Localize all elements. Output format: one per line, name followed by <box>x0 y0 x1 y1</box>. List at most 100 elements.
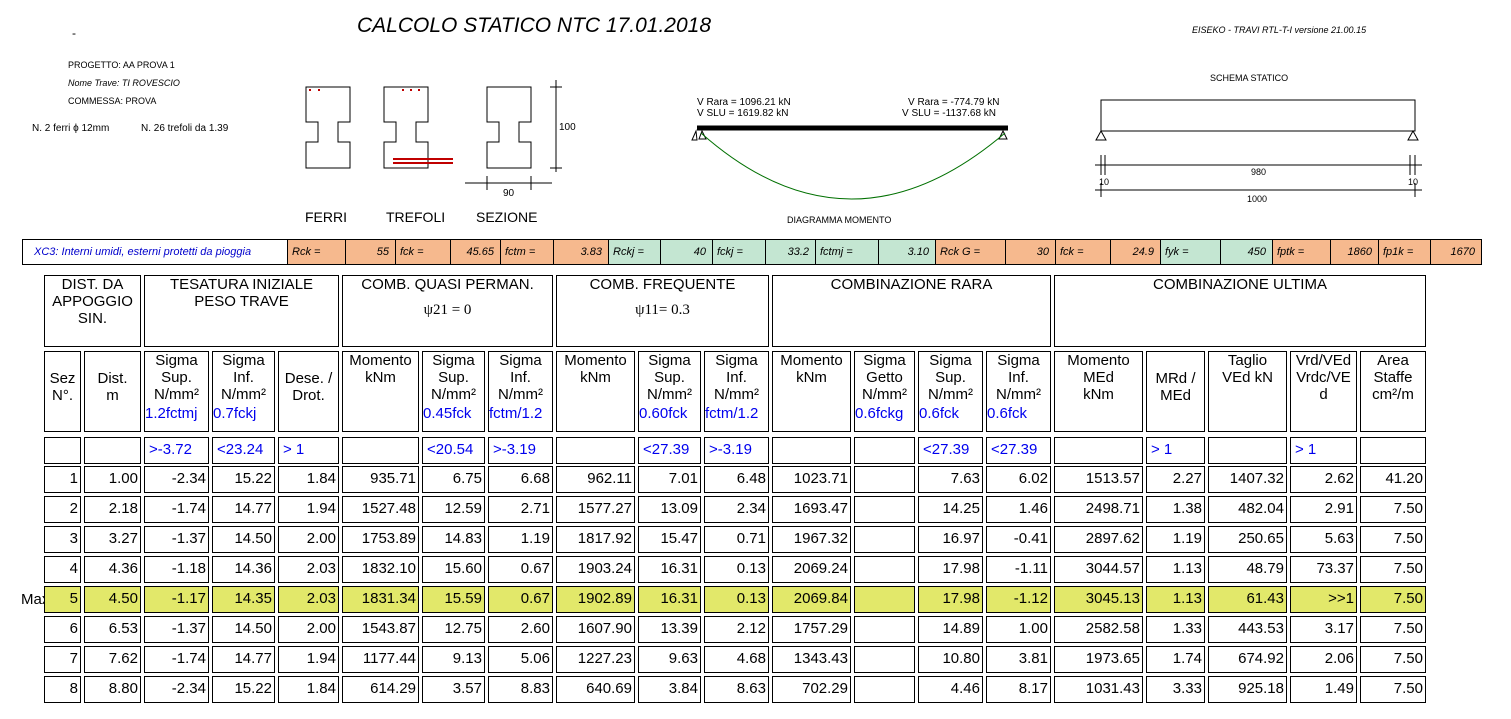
data-cell <box>854 496 915 523</box>
data-cell <box>854 466 915 493</box>
cell-value: 17.98 <box>942 590 980 607</box>
param-cell <box>1110 239 1161 265</box>
cell-value: 5.63 <box>1324 530 1354 547</box>
param-cell <box>815 239 879 265</box>
cell-value: 7.63 <box>950 470 980 487</box>
group-title: COMBINAZIONE RARA <box>830 276 993 293</box>
cell-value: 1817.92 <box>577 530 632 547</box>
data-cell <box>854 646 915 673</box>
cell-value: 7.50 <box>1393 560 1423 577</box>
cell-value: 4.46 <box>950 680 980 697</box>
data-cell <box>1360 466 1426 493</box>
cell-value: 1693.47 <box>793 500 848 517</box>
param-label: fckj = <box>717 246 743 258</box>
schema-title: SCHEMA STATICO <box>1210 73 1289 83</box>
cell-value: 6.68 <box>520 470 550 487</box>
data-cell <box>144 676 209 703</box>
cell-value: 3.27 <box>108 530 138 547</box>
data-cell <box>772 526 851 553</box>
column-header-cell <box>278 351 339 432</box>
cell-value: -1.11 <box>1014 560 1048 577</box>
group-title: COMBINAZIONE ULTIMA <box>1153 276 1327 293</box>
cell-value: -2.34 <box>171 680 206 697</box>
column-header-cell <box>84 351 141 432</box>
cell-value: 13.09 <box>660 500 698 517</box>
cell-value: 6.75 <box>452 470 482 487</box>
cell-value: 1.38 <box>1172 500 1202 517</box>
param-cell <box>1055 239 1111 265</box>
data-cell <box>342 586 419 613</box>
param-cell <box>1005 239 1056 265</box>
cell-value: 1.00 <box>1018 620 1048 637</box>
data-cell <box>342 496 419 523</box>
data-cell <box>1146 466 1205 493</box>
cell-value: -1.74 <box>171 500 206 517</box>
cell-value: 2.71 <box>520 500 550 517</box>
cell-value: 1757.29 <box>793 620 848 637</box>
data-cell <box>488 526 553 553</box>
v-label: V SLU = -1137.68 kN <box>902 108 997 119</box>
column-header-cell <box>1208 351 1287 432</box>
column-header: Sigma Sup. N/mm² <box>928 352 973 403</box>
limit-cell <box>422 437 485 464</box>
data-cell <box>638 526 701 553</box>
cell-value: 2069.24 <box>793 560 848 577</box>
data-cell <box>144 496 209 523</box>
data-cell <box>704 526 769 553</box>
data-cell <box>84 526 141 553</box>
column-header: Momento kNm <box>349 352 412 386</box>
group-title: TESATURA INIZIALE PESO TRAVE <box>169 276 314 310</box>
data-cell <box>278 616 339 643</box>
group-title: DIST. DA APPOGGIO SIN. <box>52 276 133 327</box>
limit-cell <box>144 437 209 464</box>
header-mark: - <box>72 26 76 40</box>
cell-value: 3.84 <box>668 680 698 697</box>
cell-value: 1343.43 <box>793 650 848 667</box>
column-header-cell <box>1360 351 1426 432</box>
data-cell <box>1290 676 1357 703</box>
column-header-cell <box>638 351 701 432</box>
column-header-cell <box>918 351 983 432</box>
cell-value: 7.50 <box>1393 620 1423 637</box>
limit-cell <box>1208 437 1287 464</box>
data-cell <box>488 646 553 673</box>
cell-value: 3 <box>69 530 78 547</box>
data-cell <box>44 676 81 703</box>
data-cell <box>44 496 81 523</box>
limit-cell <box>986 437 1051 464</box>
data-cell <box>772 586 851 613</box>
cell-value: 7.62 <box>108 650 138 667</box>
limit-cell <box>1146 437 1205 464</box>
data-cell <box>556 466 635 493</box>
group-cell <box>772 275 1051 347</box>
cell-value: 8 <box>69 680 78 697</box>
cell-value: 2.34 <box>736 500 766 517</box>
data-cell <box>44 556 81 583</box>
column-header-cell <box>488 351 553 432</box>
cell-value: 7.01 <box>668 470 698 487</box>
cell-value: 2.03 <box>306 560 336 577</box>
data-cell <box>556 676 635 703</box>
data-cell <box>918 526 983 553</box>
section-label: SEZIONE <box>476 209 538 225</box>
data-cell <box>342 556 419 583</box>
data-cell <box>1290 496 1357 523</box>
cell-value: -2.34 <box>171 470 206 487</box>
cell-value: 9.63 <box>668 650 698 667</box>
v-label: V Rara = 1096.21 kN <box>697 97 791 108</box>
column-header-cell <box>44 351 81 432</box>
data-cell <box>772 556 851 583</box>
cell-value: 3.33 <box>1172 680 1202 697</box>
column-header: Momento kNm <box>564 352 627 386</box>
cell-value: 250.65 <box>1238 530 1284 547</box>
column-header: Sigma Inf. N/mm² <box>498 352 543 403</box>
limit: <27.39 <box>991 441 1038 458</box>
cell-value: 14.50 <box>234 530 272 547</box>
cell-value: 61.43 <box>1246 590 1284 607</box>
schema-dim: 980 <box>1251 167 1267 177</box>
param-value: 33.2 <box>787 246 809 258</box>
cell-value: 2.03 <box>306 590 336 607</box>
cell-value: 7.50 <box>1393 500 1423 517</box>
cell-value: 1.94 <box>306 650 336 667</box>
cell-value: 3045.13 <box>1085 590 1140 607</box>
